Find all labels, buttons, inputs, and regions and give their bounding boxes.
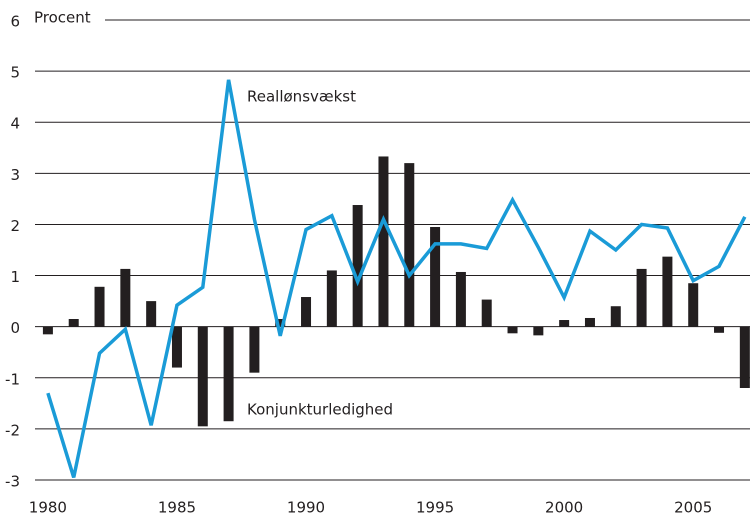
bar xyxy=(636,268,647,327)
y-tick-label: 2 xyxy=(10,217,20,235)
bar xyxy=(610,306,621,327)
y-tick-label: 0 xyxy=(10,319,20,337)
bar xyxy=(275,319,286,327)
x-tick-label: 1995 xyxy=(416,499,454,517)
x-tick-label: 1980 xyxy=(29,499,67,517)
line xyxy=(46,79,747,478)
bar xyxy=(739,326,750,388)
x-tick-label: 1985 xyxy=(158,499,196,517)
bar xyxy=(223,326,234,422)
y-tick-label: -1 xyxy=(5,370,20,388)
bar xyxy=(507,326,518,334)
y-tick-label: 1 xyxy=(10,268,20,286)
bar xyxy=(171,326,182,368)
bar xyxy=(533,326,544,336)
bar xyxy=(430,227,441,327)
y-tick-label: 3 xyxy=(10,166,20,184)
bar xyxy=(352,205,363,327)
series-annotation: Reallønsvækst xyxy=(247,88,356,106)
bar xyxy=(120,268,131,327)
bar xyxy=(326,270,337,327)
x-tick-label: 2005 xyxy=(674,499,712,517)
bar xyxy=(146,301,157,327)
bar xyxy=(301,297,312,327)
bar xyxy=(688,283,699,327)
bar xyxy=(378,156,389,327)
bar xyxy=(94,286,105,327)
x-tick-label: 2000 xyxy=(545,499,583,517)
bar xyxy=(404,163,415,327)
bar xyxy=(662,256,673,327)
y-tick-label: -3 xyxy=(5,473,20,491)
bar xyxy=(481,299,492,327)
bar xyxy=(455,271,466,327)
y-tick-label: -2 xyxy=(5,421,20,439)
y-tick-label: 5 xyxy=(10,64,20,82)
bar xyxy=(68,319,79,327)
bar xyxy=(42,326,53,335)
bar xyxy=(584,317,595,327)
y-tick-label: 4 xyxy=(10,115,20,133)
y-tick-label: 6 xyxy=(10,13,20,31)
bar xyxy=(714,326,725,333)
bar xyxy=(197,326,208,427)
series-annotation: Konjunkturledighed xyxy=(247,401,393,419)
bar xyxy=(249,326,260,373)
y-axis-label: Procent xyxy=(34,9,91,27)
x-tick-label: 1990 xyxy=(287,499,325,517)
bar xyxy=(559,320,570,327)
